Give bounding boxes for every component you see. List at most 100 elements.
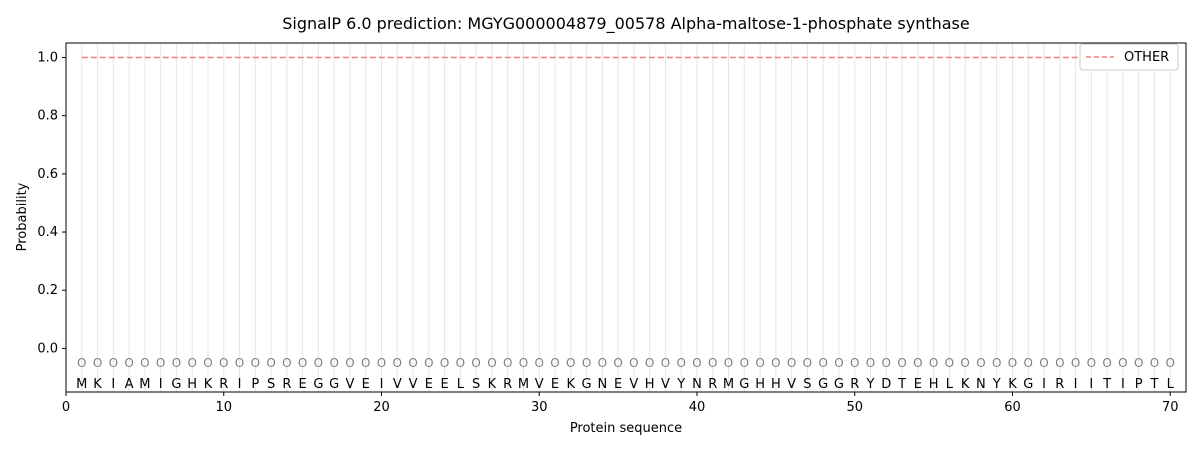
sequence-letter: L: [1167, 377, 1175, 392]
x-tick-label: 10: [215, 400, 232, 415]
state-label: O: [235, 356, 244, 370]
state-label: O: [408, 356, 417, 370]
state-label: O: [393, 356, 402, 370]
state-label: O: [535, 356, 544, 370]
state-label: O: [124, 356, 133, 370]
sequence-letter: N: [976, 377, 986, 392]
sequence-letter: Y: [866, 377, 875, 392]
sequence-letter: E: [425, 377, 433, 392]
sequence-letter: R: [503, 377, 512, 392]
state-label: O: [1165, 356, 1174, 370]
sequence-letter: I: [1074, 377, 1078, 392]
sequence-letter: G: [739, 377, 749, 392]
sequence-letter: V: [535, 377, 544, 392]
sequence-letter: G: [834, 377, 844, 392]
sequence-letter: T: [897, 377, 906, 392]
state-label: O: [1087, 356, 1096, 370]
state-label: O: [692, 356, 701, 370]
sequence-letter: V: [629, 377, 638, 392]
state-label: O: [834, 356, 843, 370]
sequence-letter: E: [299, 377, 307, 392]
sequence-letter: Y: [992, 377, 1001, 392]
sequence-letter: H: [929, 377, 939, 392]
sequence-letter: I: [111, 377, 115, 392]
state-label: O: [598, 356, 607, 370]
state-label: O: [960, 356, 969, 370]
sequence-letter: S: [803, 377, 811, 392]
state-label: O: [803, 356, 812, 370]
state-label: O: [1150, 356, 1159, 370]
sequence-letter: K: [567, 377, 576, 392]
state-label: O: [109, 356, 118, 370]
sequence-letter: K: [961, 377, 970, 392]
sequence-letter: G: [1023, 377, 1033, 392]
state-label: O: [661, 356, 670, 370]
state-label: O: [866, 356, 875, 370]
sequence-letter: I: [1121, 377, 1125, 392]
sequence-letter: G: [171, 377, 181, 392]
sequence-letter: L: [457, 377, 465, 392]
legend: OTHER: [1079, 43, 1179, 71]
state-label: O: [1055, 356, 1064, 370]
sequence-letter: Y: [676, 377, 685, 392]
state-label: O: [1039, 356, 1048, 370]
sequence-letter: M: [139, 377, 150, 392]
state-label: O: [566, 356, 575, 370]
y-tick-label: 0.6: [37, 167, 58, 182]
sequence-letter: P: [251, 377, 259, 392]
x-axis-label: Protein sequence: [570, 421, 682, 436]
state-label: O: [266, 356, 275, 370]
state-label: O: [251, 356, 260, 370]
state-label: O: [361, 356, 370, 370]
sequence-letter: G: [313, 377, 323, 392]
sequence-letter: R: [282, 377, 291, 392]
state-label: O: [740, 356, 749, 370]
sequence-letter: K: [204, 377, 213, 392]
state-label: O: [345, 356, 354, 370]
x-tick-label: 20: [373, 400, 390, 415]
sequence-letter: E: [551, 377, 559, 392]
y-tick-label: 0.2: [37, 283, 58, 298]
x-axis-ticks: 0 10 20 30 40 50 60 70: [62, 392, 1178, 415]
sequence-letter: H: [771, 377, 781, 392]
state-label: O: [172, 356, 181, 370]
sequence-letter: R: [219, 377, 228, 392]
state-label: O: [1071, 356, 1080, 370]
state-label: O: [424, 356, 433, 370]
state-label: O: [314, 356, 323, 370]
sequence-letter: S: [472, 377, 480, 392]
state-label: O: [219, 356, 228, 370]
sequence-letter: M: [723, 377, 734, 392]
state-label: O: [550, 356, 559, 370]
state-label: O: [1102, 356, 1111, 370]
state-label: O: [1134, 356, 1143, 370]
x-tick-label: 30: [531, 400, 548, 415]
sequence-letter: V: [393, 377, 402, 392]
sequence-letter: G: [329, 377, 339, 392]
state-label: O: [156, 356, 165, 370]
state-label: O: [755, 356, 764, 370]
sequence-letter: R: [850, 377, 859, 392]
sequence-letter: H: [755, 377, 765, 392]
chart-title: SignalP 6.0 prediction: MGYG000004879_00…: [282, 14, 969, 34]
y-tick-label: 0.8: [37, 109, 58, 124]
sequence-letter: E: [362, 377, 370, 392]
sequence-letter: M: [518, 377, 529, 392]
vertical-gridlines: [81, 43, 1171, 392]
sequence-letter: S: [267, 377, 275, 392]
x-tick-label: 0: [62, 400, 70, 415]
state-label: O: [882, 356, 891, 370]
state-label: O: [282, 356, 291, 370]
sequence-letter: P: [1135, 377, 1143, 392]
state-label: O: [77, 356, 86, 370]
sequence-letter: H: [645, 377, 655, 392]
state-label: O: [708, 356, 717, 370]
state-label: O: [471, 356, 480, 370]
x-tick-label: 40: [689, 400, 706, 415]
sequence-letter: L: [946, 377, 954, 392]
y-axis-label: Probability: [15, 182, 30, 251]
legend-box: [1079, 43, 1179, 71]
